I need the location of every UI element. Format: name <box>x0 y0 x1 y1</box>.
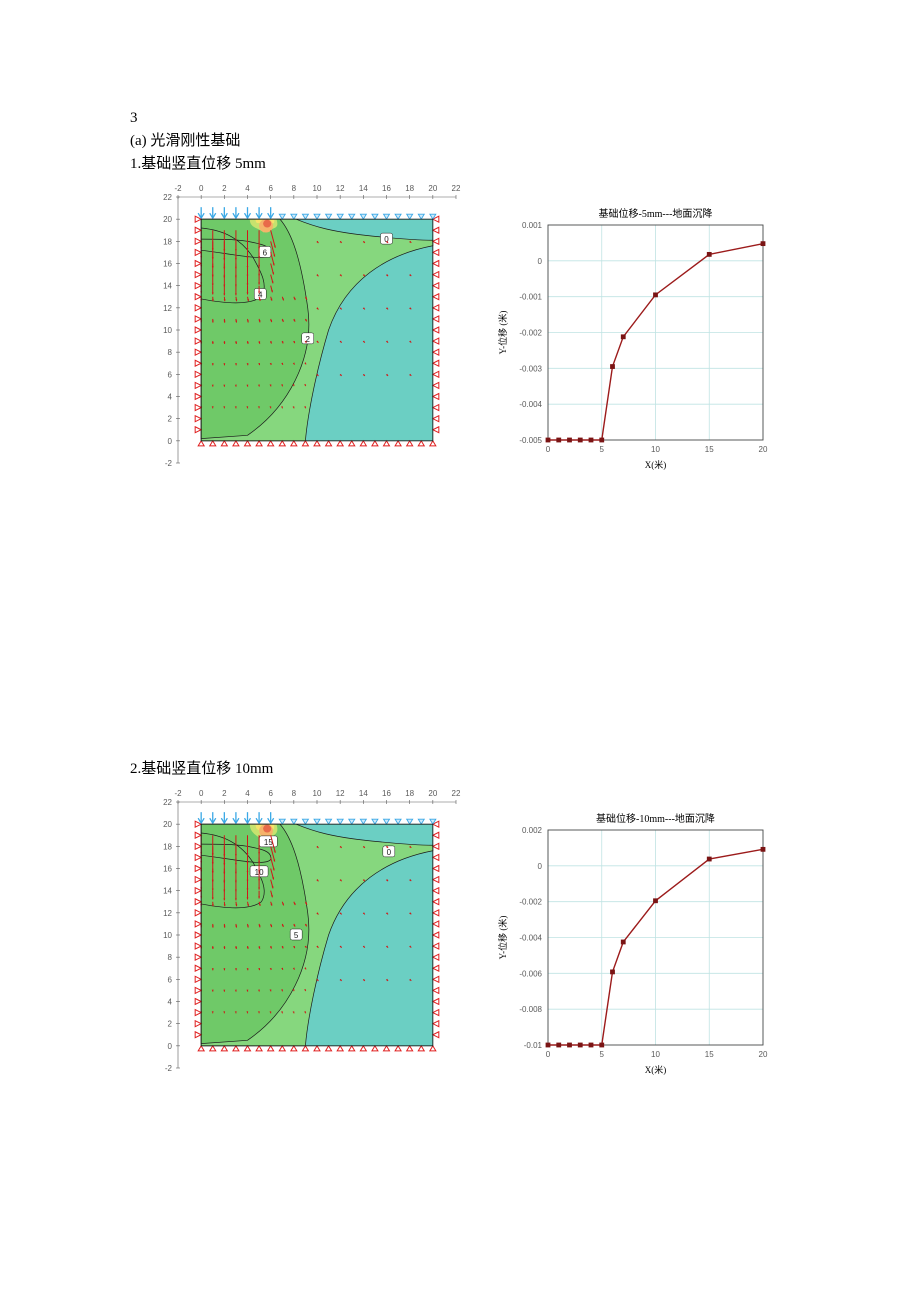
settlement-chart-10mm: 基础位移-10mm---地面沉降 0 5 10 15 20 -0.01 -0.008 -0.00… <box>490 782 780 1080</box>
svg-text:20: 20 <box>759 1050 768 1059</box>
svg-text:-0.004: -0.004 <box>519 934 542 943</box>
svg-text:4: 4 <box>245 789 250 798</box>
svg-text:-0.002: -0.002 <box>519 329 542 338</box>
svg-text:0: 0 <box>168 1042 173 1051</box>
svg-text:10: 10 <box>163 326 172 335</box>
svg-text:14: 14 <box>359 184 368 193</box>
svg-text:6: 6 <box>168 370 173 379</box>
svg-text:-2: -2 <box>165 459 173 468</box>
svg-text:5: 5 <box>294 931 299 940</box>
svg-text:8: 8 <box>168 953 173 962</box>
svg-text:14: 14 <box>163 887 172 896</box>
svg-text:22: 22 <box>163 193 172 202</box>
svg-text:22: 22 <box>452 184 461 193</box>
svg-text:10: 10 <box>163 931 172 940</box>
svg-text:0: 0 <box>387 848 392 857</box>
svg-text:20: 20 <box>163 215 172 224</box>
svg-text:10: 10 <box>651 1050 660 1059</box>
svg-text:16: 16 <box>163 260 172 269</box>
svg-text:8: 8 <box>292 789 297 798</box>
item2-heading: 2.基础竖直位移 10mm <box>130 757 790 778</box>
svg-text:-0.001: -0.001 <box>519 293 542 302</box>
svg-text:18: 18 <box>163 237 172 246</box>
svg-text:18: 18 <box>405 184 414 193</box>
svg-text:5: 5 <box>600 445 605 454</box>
svg-text:10: 10 <box>313 789 322 798</box>
svg-text:基础位移-5mm---地面沉降: 基础位移-5mm---地面沉降 <box>599 207 713 220</box>
svg-text:18: 18 <box>163 842 172 851</box>
svg-text:12: 12 <box>163 304 172 313</box>
svg-text:-2: -2 <box>174 184 182 193</box>
svg-text:-0.005: -0.005 <box>519 436 542 445</box>
svg-text:10: 10 <box>313 184 322 193</box>
svg-text:-0.01: -0.01 <box>524 1041 543 1050</box>
svg-text:12: 12 <box>336 184 345 193</box>
svg-text:8: 8 <box>292 184 297 193</box>
svg-text:8: 8 <box>168 348 173 357</box>
svg-text:-0.002: -0.002 <box>519 898 542 907</box>
svg-text:6: 6 <box>263 248 268 257</box>
svg-text:X(米): X(米) <box>645 459 667 470</box>
svg-text:14: 14 <box>359 789 368 798</box>
svg-text:16: 16 <box>382 184 391 193</box>
svg-text:2: 2 <box>222 789 227 798</box>
svg-text:14: 14 <box>163 282 172 291</box>
svg-text:Y-位移 (米): Y-位移 (米) <box>497 916 508 960</box>
svg-text:5: 5 <box>600 1050 605 1059</box>
svg-text:20: 20 <box>428 184 437 193</box>
svg-text:X(米): X(米) <box>645 1064 667 1075</box>
svg-text:10: 10 <box>651 445 660 454</box>
svg-text:0: 0 <box>538 257 543 266</box>
page-number: 3 <box>130 110 790 127</box>
svg-text:-0.006: -0.006 <box>519 969 542 978</box>
svg-text:20: 20 <box>163 820 172 829</box>
svg-text:16: 16 <box>382 789 391 798</box>
svg-text:15: 15 <box>705 445 714 454</box>
svg-text:2: 2 <box>168 1020 173 1029</box>
svg-text:4: 4 <box>245 184 250 193</box>
svg-text:0: 0 <box>168 437 173 446</box>
svg-text:Y-位移 (米): Y-位移 (米) <box>497 311 508 355</box>
svg-text:0: 0 <box>546 445 551 454</box>
svg-text:0.001: 0.001 <box>522 221 543 230</box>
svg-text:0: 0 <box>546 1050 551 1059</box>
contour-plot-10mm: -20246810121416182022-202468101214161820… <box>150 782 470 1102</box>
svg-text:6: 6 <box>268 789 273 798</box>
svg-text:20: 20 <box>428 789 437 798</box>
svg-text:6: 6 <box>168 975 173 984</box>
svg-text:4: 4 <box>168 998 173 1007</box>
svg-text:16: 16 <box>163 865 172 874</box>
svg-text:4: 4 <box>168 393 173 402</box>
item1-heading: 1.基础竖直位移 5mm <box>130 152 790 173</box>
svg-text:12: 12 <box>336 789 345 798</box>
svg-text:0.002: 0.002 <box>522 826 543 835</box>
svg-text:2: 2 <box>222 184 227 193</box>
svg-text:15: 15 <box>705 1050 714 1059</box>
svg-text:22: 22 <box>452 789 461 798</box>
svg-text:-2: -2 <box>165 1064 173 1073</box>
section-a-heading: (a) 光滑刚性基础 <box>130 129 790 150</box>
svg-text:-2: -2 <box>174 789 182 798</box>
svg-text:0: 0 <box>384 235 389 244</box>
svg-text:6: 6 <box>268 184 273 193</box>
svg-text:-0.004: -0.004 <box>519 400 542 409</box>
svg-text:22: 22 <box>163 798 172 807</box>
svg-text:20: 20 <box>759 445 768 454</box>
svg-text:-0.008: -0.008 <box>519 1005 542 1014</box>
settlement-chart-5mm: 基础位移-5mm---地面沉降 0 5 10 15 20 -0.005 -0.004 -0.00… <box>490 177 780 475</box>
contour-plot-5mm: -20246810121416182022-202468101214161820… <box>150 177 470 497</box>
svg-text:0: 0 <box>199 789 204 798</box>
svg-text:0: 0 <box>199 184 204 193</box>
svg-text:基础位移-10mm---地面沉降: 基础位移-10mm---地面沉降 <box>596 812 715 825</box>
svg-text:18: 18 <box>405 789 414 798</box>
svg-text:-0.003: -0.003 <box>519 364 542 373</box>
svg-text:2: 2 <box>168 415 173 424</box>
svg-text:0: 0 <box>538 862 543 871</box>
svg-text:12: 12 <box>163 909 172 918</box>
